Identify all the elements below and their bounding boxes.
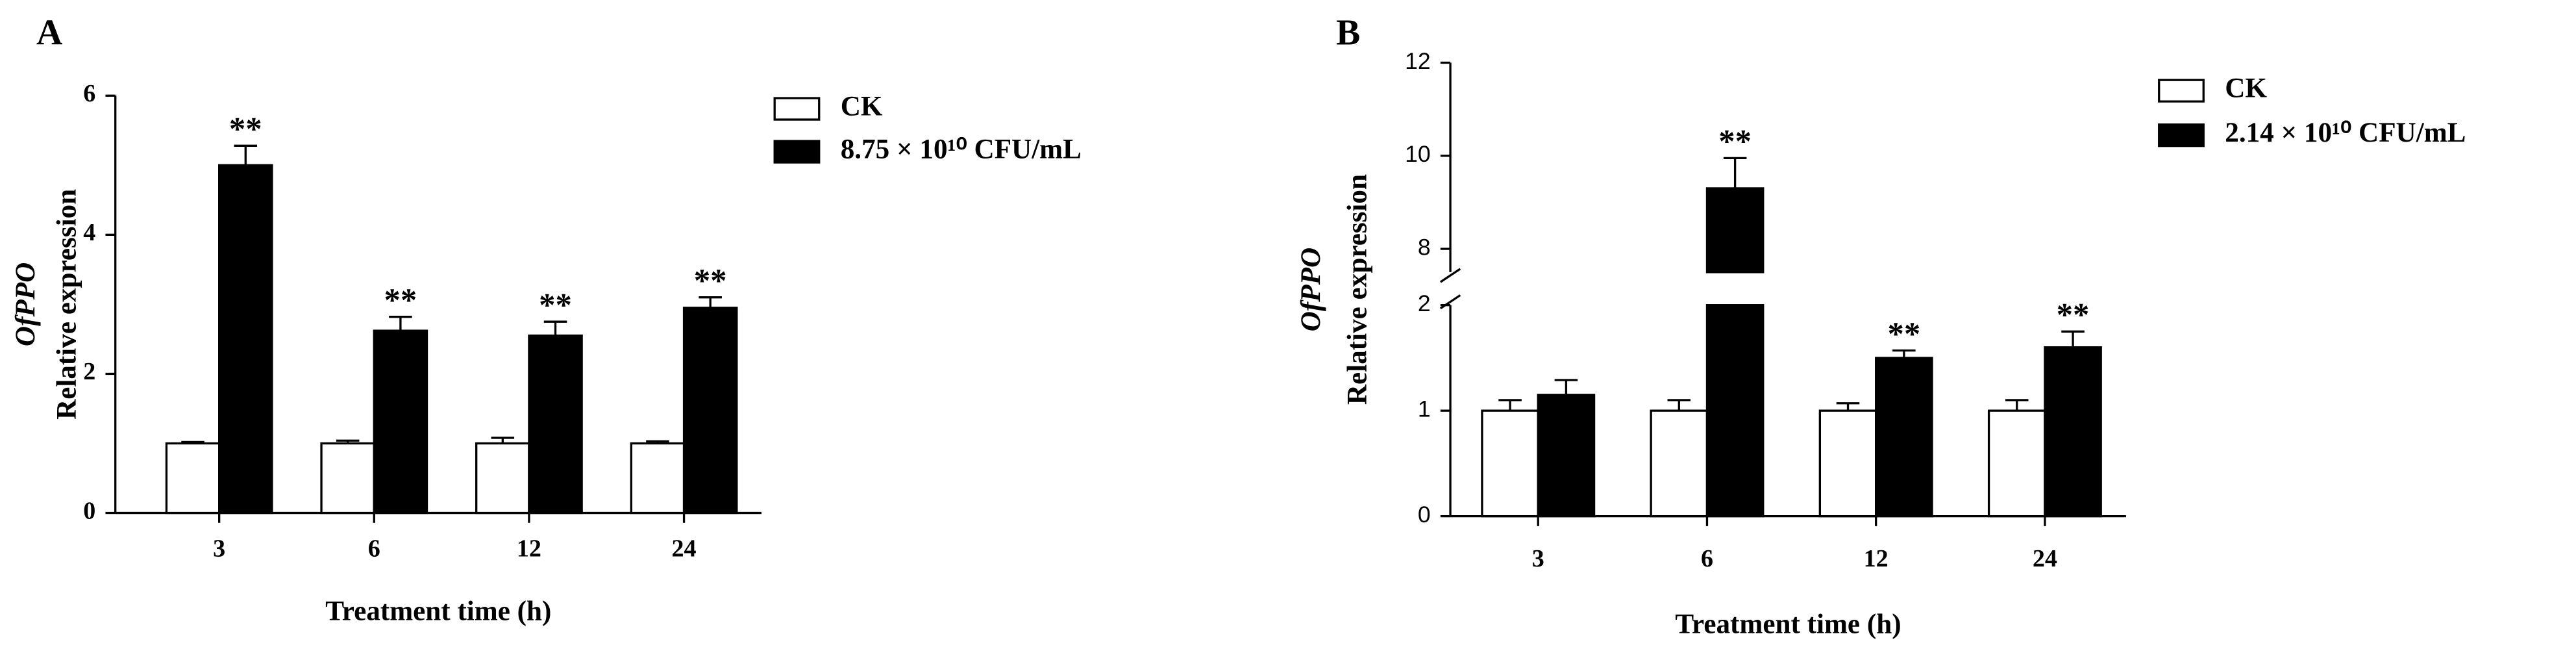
bar xyxy=(1481,409,1539,518)
y-axis-gene: OfPPO xyxy=(1296,248,1326,331)
error-bar xyxy=(336,439,360,444)
bar xyxy=(1987,409,2046,518)
y-tick-label: 6 xyxy=(83,80,95,107)
significance: ** xyxy=(539,287,572,324)
significance: ** xyxy=(384,282,417,318)
error-bar xyxy=(181,440,204,444)
bar xyxy=(528,334,583,515)
bar xyxy=(1875,357,1933,518)
bar xyxy=(475,442,530,515)
x-tick-label: 24 xyxy=(672,535,697,563)
y-axis-label: Relative expression xyxy=(52,189,82,420)
y-axis-gene: OfPPO xyxy=(10,262,41,346)
x-axis-label: Treatment time (h) xyxy=(325,596,551,626)
panel-label: B xyxy=(1336,13,1360,53)
bar xyxy=(2044,346,2102,518)
bar xyxy=(217,164,273,515)
y-tick-label: 8 xyxy=(1418,234,1431,260)
y-tick-label: 10 xyxy=(1405,141,1431,167)
x-tick-label: 12 xyxy=(1864,545,1889,572)
bar xyxy=(1537,394,1596,518)
legend-swatch xyxy=(773,140,821,164)
x-tick-label: 6 xyxy=(1701,545,1713,572)
legend-swatch xyxy=(773,97,821,121)
y-tick-label: 0 xyxy=(83,497,95,524)
bar xyxy=(165,442,221,515)
significance: ** xyxy=(694,262,727,299)
error-bar xyxy=(234,144,258,166)
error-bar xyxy=(2005,399,2029,411)
error-bar xyxy=(543,320,567,336)
bar xyxy=(320,442,375,515)
x-axis-label: Treatment time (h) xyxy=(1675,609,1901,640)
bar xyxy=(630,442,686,515)
bar xyxy=(682,307,738,515)
error-bar xyxy=(1892,349,1916,358)
error-bar xyxy=(389,316,412,331)
error-bar xyxy=(491,437,515,444)
bar xyxy=(1705,304,1765,518)
legend-swatch xyxy=(2158,79,2205,103)
error-bar xyxy=(646,440,669,444)
legend-label: 8.75 × 10¹⁰ CFU/mL xyxy=(841,134,1082,164)
significance: ** xyxy=(2057,297,2090,333)
x-tick-label: 6 xyxy=(368,535,380,563)
y-tick-label: 12 xyxy=(1405,48,1431,74)
x-tick-label: 3 xyxy=(1532,545,1544,572)
bar xyxy=(1705,187,1765,274)
significance: ** xyxy=(229,111,262,147)
bar xyxy=(1818,409,1877,518)
error-bar xyxy=(699,296,722,308)
y-tick-label: 4 xyxy=(83,219,95,246)
error-bar xyxy=(1667,399,1691,411)
error-bar xyxy=(2061,330,2085,348)
axis-break xyxy=(1439,268,1461,310)
x-tick-label: 12 xyxy=(517,535,541,563)
y-tick-label: 2 xyxy=(83,358,95,385)
y-tick-label: 0 xyxy=(1418,502,1431,528)
significance: ** xyxy=(1887,316,1920,352)
error-bar xyxy=(1554,379,1578,395)
error-bar xyxy=(1723,157,1747,188)
bar xyxy=(373,329,428,515)
y-tick-label: 2 xyxy=(1418,290,1431,316)
y-axis-label: Relative expression xyxy=(1342,174,1372,405)
error-bar xyxy=(1498,399,1522,411)
legend-label: CK xyxy=(2225,73,2267,104)
error-bar xyxy=(1836,402,1860,411)
legend-swatch xyxy=(2158,123,2205,147)
break-mark xyxy=(1439,294,1461,310)
legend-label: CK xyxy=(841,91,883,121)
y-tick-label: 1 xyxy=(1418,396,1431,422)
break-mark xyxy=(1439,268,1461,283)
x-tick-label: 3 xyxy=(213,535,225,563)
legend-label: 2.14 × 10¹⁰ CFU/mL xyxy=(2225,118,2466,148)
significance: ** xyxy=(1718,123,1752,160)
x-tick-label: 24 xyxy=(2033,545,2057,572)
panel-label: A xyxy=(36,13,62,53)
bar xyxy=(1650,409,1709,518)
